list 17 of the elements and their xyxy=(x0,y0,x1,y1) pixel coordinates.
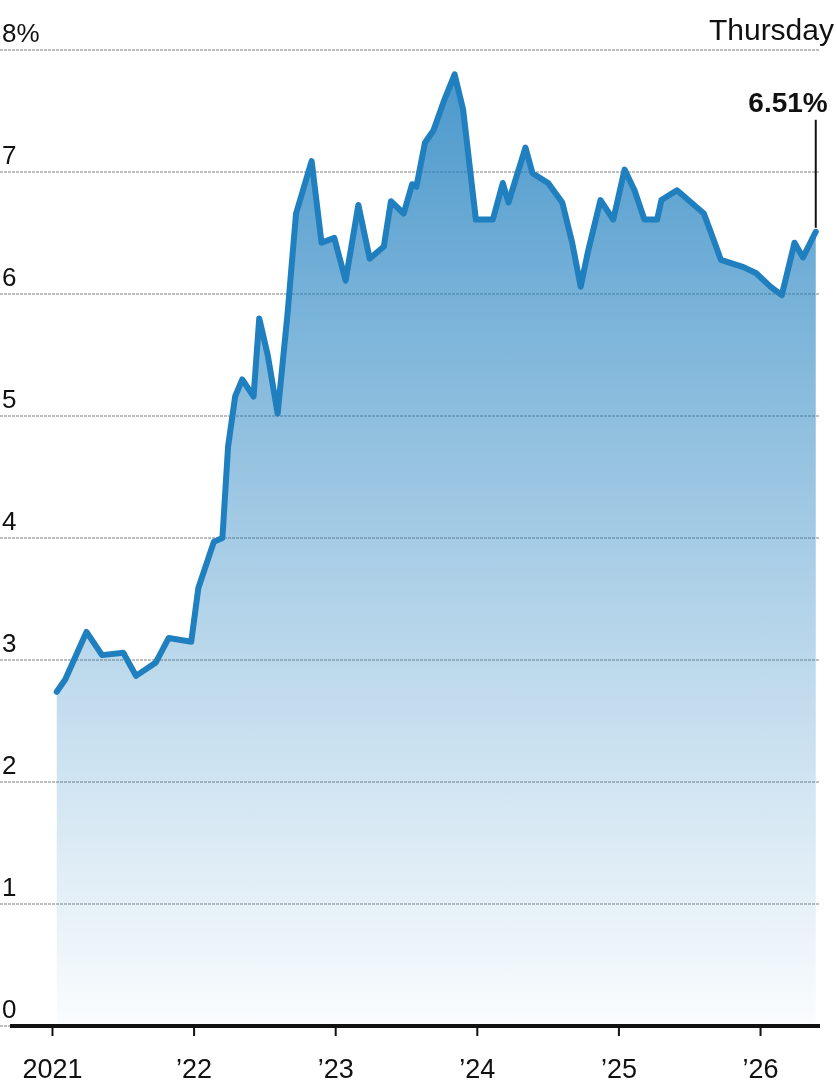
y-tick-label: 6 xyxy=(2,262,17,292)
y-tick-label: 3 xyxy=(2,628,17,658)
x-tick-label: ’22 xyxy=(176,1054,213,1084)
x-tick-label: ’23 xyxy=(317,1054,354,1084)
x-tick-label: ’26 xyxy=(742,1054,779,1084)
text: Thursday xyxy=(708,13,834,46)
y-tick-label: 7 xyxy=(2,140,17,170)
x-tick-label: ’25 xyxy=(600,1054,637,1084)
y-tick-label: 1 xyxy=(2,872,17,902)
x-tick-label: ’24 xyxy=(459,1054,496,1084)
x-tick-label: 2021 xyxy=(22,1054,83,1084)
y-tick-label: 5 xyxy=(2,384,17,414)
y-tick-label: 0 xyxy=(2,994,17,1024)
y-tick-label: 8% xyxy=(2,18,40,48)
y-tick-label: 2 xyxy=(2,750,17,780)
y-tick-label: 4 xyxy=(2,506,17,536)
annotation: 6.51% xyxy=(748,86,828,118)
